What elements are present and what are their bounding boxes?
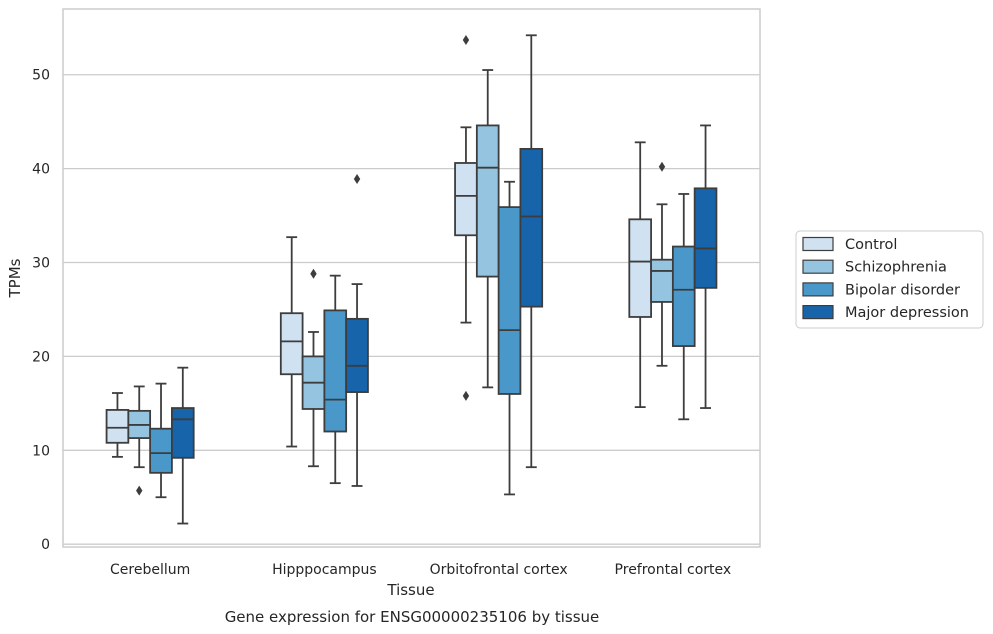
legend-label: Control: [845, 237, 897, 253]
box-body: [650, 258, 674, 303]
y-tick-label: 0: [41, 537, 50, 553]
outlier-point: [462, 390, 470, 401]
legend-label: Schizophrenia: [845, 260, 947, 276]
outlier-point: [310, 268, 317, 279]
box: [171, 366, 195, 525]
legend-item: Control: [802, 236, 897, 253]
legend-swatch: [802, 259, 834, 274]
box-body: [323, 309, 348, 433]
box: [497, 180, 522, 496]
x-tick-label: Cerebellum: [110, 562, 190, 578]
outlier-point: [462, 34, 470, 45]
y-axis-label: TPMs: [6, 258, 24, 298]
box-body: [345, 317, 369, 393]
plot-area-frame: [62, 8, 761, 548]
box: [127, 385, 152, 496]
chart-caption: Gene expression for ENSG00000235106 by t…: [225, 608, 600, 626]
gridlines: [63, 74, 760, 545]
legend: Control Schizophrenia Bipolar disorder Majo…: [795, 230, 984, 329]
box-body: [171, 407, 195, 459]
box: [345, 173, 369, 487]
box-body: [519, 147, 544, 308]
y-tick-label: 20: [32, 349, 50, 365]
outlier-point: [353, 173, 361, 184]
outlier-point: [136, 485, 143, 496]
box-body: [671, 245, 696, 347]
legend-swatch: [802, 236, 834, 252]
box-body: [693, 187, 718, 289]
box-body: [454, 162, 478, 237]
y-tick-label: 10: [32, 443, 50, 459]
legend-label: Major depression: [845, 305, 969, 321]
box: [519, 34, 544, 469]
y-tick-label: 50: [32, 68, 50, 84]
box-body: [628, 218, 652, 318]
y-tick-label: 30: [32, 256, 50, 272]
x-tick-label: Hipppocampus: [272, 562, 377, 578]
legend-label: Bipolar disorder: [845, 282, 960, 298]
y-axis-ticks: 0 10 20 30 40 50: [32, 68, 50, 553]
box-body: [475, 124, 500, 278]
legend-item: Schizophrenia: [802, 259, 947, 276]
box: [149, 382, 173, 499]
box: [454, 34, 478, 401]
x-axis-label: Tissue: [386, 581, 434, 599]
legend-item: Major depression: [802, 305, 969, 321]
box-body: [279, 312, 304, 376]
box-body: [105, 409, 130, 444]
box: [693, 124, 718, 409]
legend-item: Bipolar disorder: [802, 282, 960, 298]
box: [279, 236, 304, 448]
box: [650, 161, 674, 367]
y-tick-label: 40: [32, 162, 50, 178]
box-series: [105, 34, 718, 525]
box: [323, 274, 348, 485]
box: [671, 193, 696, 421]
legend-frame: [795, 230, 984, 329]
legend-swatch: [802, 305, 834, 320]
box: [628, 141, 652, 409]
x-axis-ticks: Cerebellum Hipppocampus Orbitofrontal cort…: [110, 562, 731, 578]
box: [301, 268, 326, 468]
box: [105, 392, 130, 458]
x-tick-label: Orbitofrontal cortex: [430, 562, 568, 578]
box-body: [149, 427, 173, 474]
box-body: [497, 206, 522, 395]
x-tick-label: Prefrontal cortex: [615, 562, 732, 578]
legend-swatch: [802, 282, 834, 297]
outlier-point: [658, 161, 666, 172]
box: [475, 69, 500, 389]
